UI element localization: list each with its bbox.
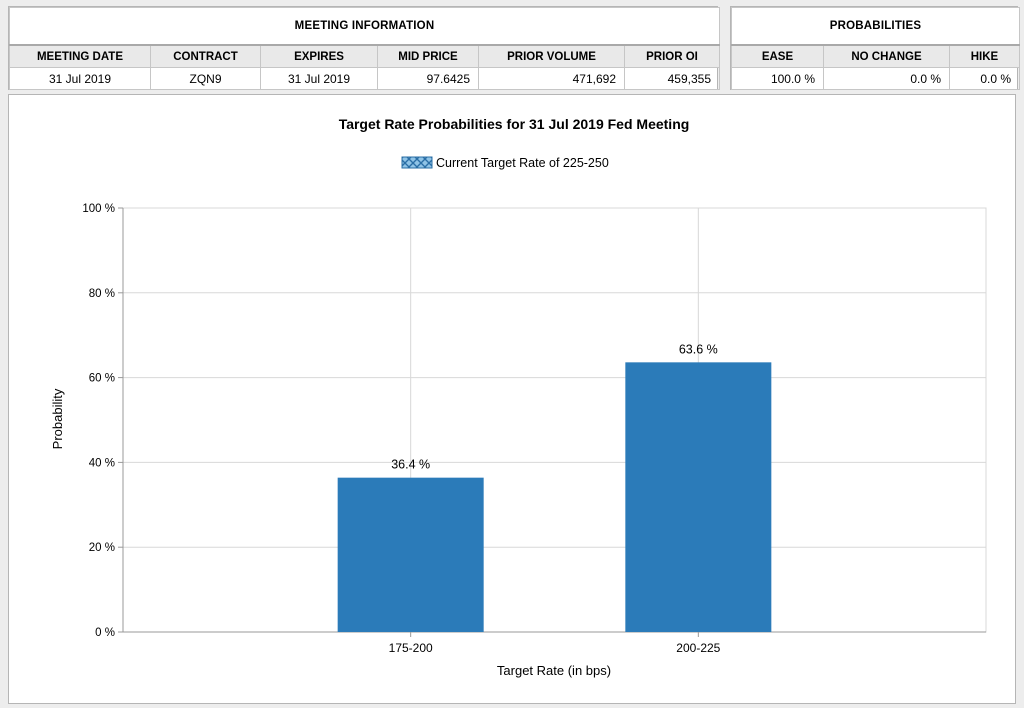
bar-value-label: 36.4 %: [391, 458, 430, 472]
column-header-hike[interactable]: HIKE: [949, 44, 1020, 68]
probabilities-table: PROBABILITIES EASE NO CHANGE HIKE 100.0 …: [731, 7, 1020, 90]
column-header-expires[interactable]: EXPIRES: [260, 44, 378, 68]
y-tick-label: 100 %: [82, 203, 115, 215]
chart-grid: [122, 207, 987, 633]
expires-value: 31 Jul 2019: [260, 67, 378, 90]
y-tick-label: 60 %: [89, 373, 115, 385]
legend-label: Current Target Rate of 225-250: [436, 156, 609, 170]
column-header-ease[interactable]: EASE: [731, 44, 824, 68]
column-header-contract[interactable]: CONTRACT: [150, 44, 261, 68]
prior-volume-value: 471,692: [478, 67, 625, 90]
column-header-meeting-date[interactable]: MEETING DATE: [9, 44, 151, 68]
meeting-date-value: 31 Jul 2019: [9, 67, 151, 90]
bar: [625, 362, 772, 632]
legend[interactable]: Current Target Rate of 225-250: [401, 156, 609, 170]
y-axis-label: Probability: [50, 388, 65, 449]
legend-swatch: [401, 156, 433, 169]
chart-title: Target Rate Probabilities for 31 Jul 201…: [339, 116, 690, 132]
x-tick-label: 175-200: [389, 641, 433, 655]
probabilities-title: PROBABILITIES: [731, 7, 1020, 46]
contract-value: ZQN9: [150, 67, 261, 90]
plot-area: [122, 207, 987, 633]
hike-value: 0.0 %: [949, 67, 1020, 90]
meeting-info-title: MEETING INFORMATION: [8, 7, 721, 46]
column-header-no-change[interactable]: NO CHANGE: [823, 44, 950, 68]
meeting-info-panel: MEETING INFORMATION MEETING DATE CONTRAC…: [8, 6, 721, 90]
ease-value: 100.0 %: [731, 67, 824, 90]
no-change-value: 0.0 %: [823, 67, 950, 90]
column-header-prior-oi[interactable]: PRIOR OI: [623, 44, 721, 68]
chart-bars: 36.4 % 63.6 %: [337, 342, 772, 632]
chart-axes: 0 % 20 % 40 % 60 % 80 % 100 % 175-200 200-225: [82, 203, 986, 655]
x-axis-label: Target Rate (in bps): [497, 663, 611, 678]
y-tick-label: 20 %: [89, 542, 115, 554]
bar: [337, 477, 484, 632]
y-tick-label: 0 %: [95, 627, 115, 639]
bar-chart: Target Rate Probabilities for 31 Jul 201…: [50, 116, 987, 678]
mid-price-value: 97.6425: [377, 67, 479, 90]
probabilities-panel: PROBABILITIES EASE NO CHANGE HIKE 100.0 …: [730, 6, 1020, 90]
chart-panel: Target Rate Probabilities for 31 Jul 201…: [8, 94, 1016, 704]
column-header-mid-price[interactable]: MID PRICE: [377, 44, 479, 68]
prior-oi-value: 459,355: [623, 67, 721, 90]
column-header-prior-volume[interactable]: PRIOR VOLUME: [478, 44, 625, 68]
bar-value-label: 63.6 %: [679, 342, 718, 356]
meeting-info-table: MEETING INFORMATION MEETING DATE CONTRAC…: [8, 7, 721, 90]
y-tick-label: 40 %: [89, 457, 115, 469]
x-tick-label: 200-225: [676, 641, 720, 655]
y-tick-label: 80 %: [89, 288, 115, 300]
